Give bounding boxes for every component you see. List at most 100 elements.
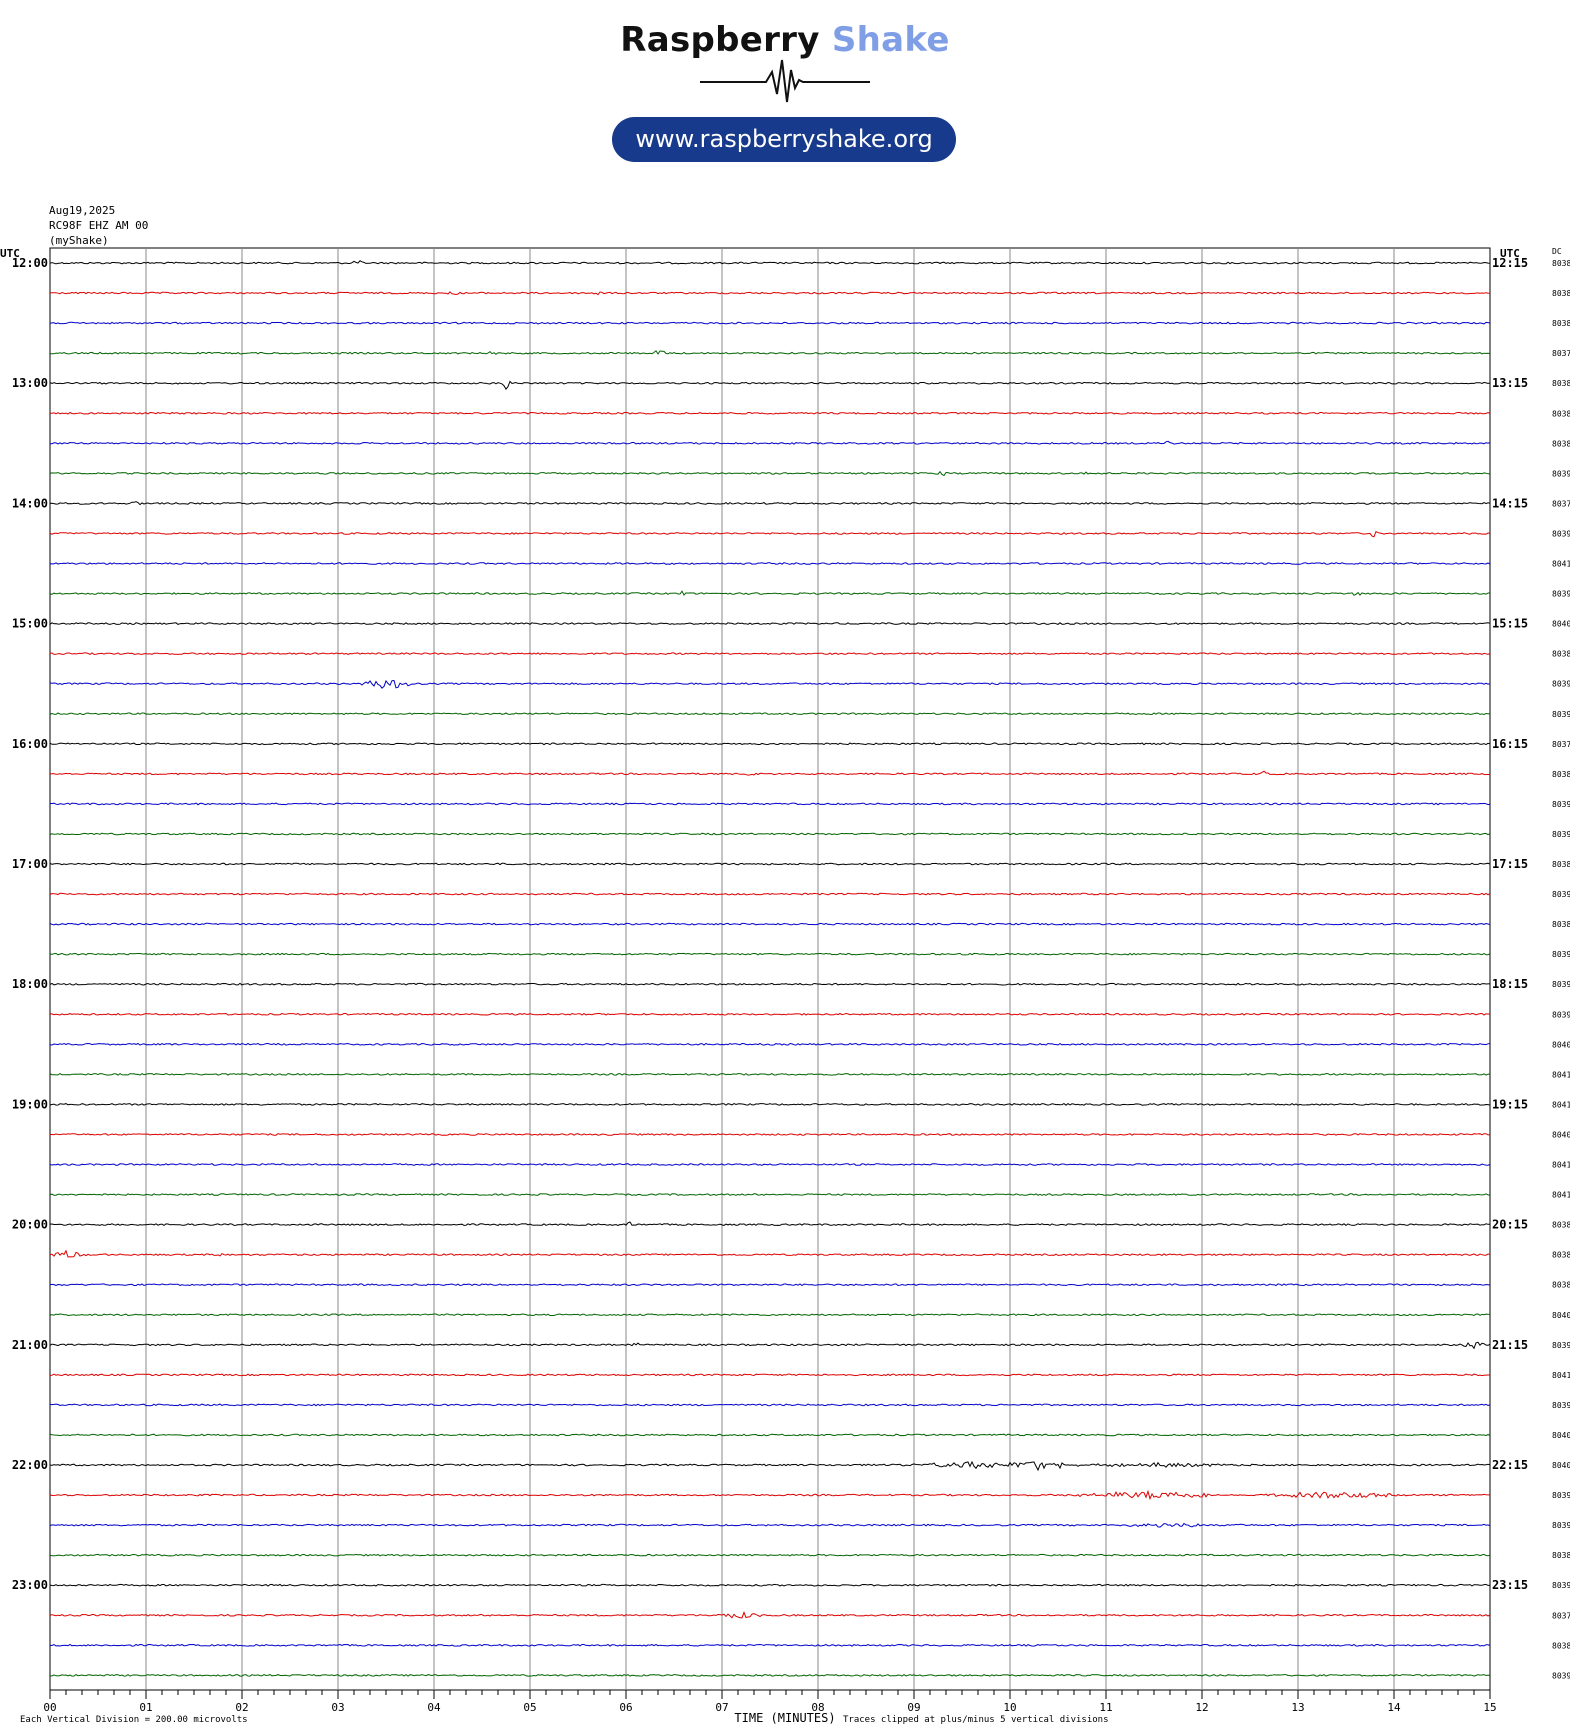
hour-label-right: 13:15 [1492,376,1528,390]
dc-value: 8038 [1552,409,1570,418]
dc-value: 8040 [1552,1040,1570,1049]
x-tick-label: 03 [331,1701,344,1714]
dc-value: 8039 [1552,710,1570,719]
seismic-trace [49,742,1491,746]
x-tick-label: 14 [1387,1701,1401,1714]
x-tick-label: 12 [1195,1701,1208,1714]
dc-value: 8037 [1552,740,1570,749]
dc-value: 8038 [1552,1221,1570,1230]
seismic-trace [49,770,1491,776]
hour-label-left: 22:00 [12,1458,48,1472]
hour-label-right: 21:15 [1492,1338,1528,1352]
seismic-trace [49,1249,1491,1258]
dc-value: 8037 [1552,499,1570,508]
footer-clip-note: Traces clipped at plus/minus 5 vertical … [843,1715,1109,1725]
dc-value: 8041 [1552,560,1570,569]
dc-value: 8040 [1552,1431,1570,1440]
dc-value: 8039 [1552,1491,1570,1500]
dc-value: 8041 [1552,1100,1570,1109]
dc-value: 8039 [1552,469,1570,478]
seismic-trace [49,530,1491,538]
date-label: Aug19,2025 [49,204,116,217]
label-layer: 00 01 02 03 04 05 06 07 08 09 10 11 12 13 14 15 8038 8038… [0,247,1570,1725]
dc-value: 8039 [1552,980,1570,989]
seismic-trace [49,1221,1491,1227]
dc-value: 8040 [1552,1311,1570,1320]
seismic-trace [49,380,1491,390]
dc-value: 8038 [1552,319,1570,328]
seismic-trace [49,1102,1491,1106]
dc-value: 8038 [1552,379,1570,388]
seismic-trace [49,1163,1491,1166]
hour-label-right: 22:15 [1492,1458,1528,1472]
dc-value: 8039 [1552,1521,1570,1530]
dc-value: 8039 [1552,830,1570,839]
utc-right-title: UTC [1500,247,1520,260]
x-tick-label: 13 [1291,1701,1304,1714]
dc-value: 8039 [1552,1671,1570,1680]
seismic-trace [49,1193,1491,1196]
hour-label-left: 23:00 [12,1578,48,1592]
seismic-trace [50,440,1491,445]
seismogram-logo-icon [700,59,870,103]
network-label: (myShake) [49,234,109,247]
hour-label-left: 21:00 [12,1338,48,1352]
seismic-trace [49,350,1491,355]
dc-value: 8040 [1552,1461,1570,1470]
dc-value: 8038 [1552,289,1570,298]
dc-value: 8038 [1552,1641,1570,1650]
seismic-trace [49,1522,1491,1528]
seismic-trace [49,291,1491,296]
seismic-trace [49,1553,1491,1557]
hour-label-right: 20:15 [1492,1218,1528,1232]
seismic-trace [49,1583,1490,1587]
seismic-trace [49,1373,1490,1377]
brand-word-shake: Shake [831,20,950,60]
dc-value: 8039 [1552,890,1570,899]
x-tick-label: 02 [235,1701,248,1714]
footer-scale-note: Each Vertical Division = 200.00 microvol… [20,1715,248,1725]
seismic-trace [50,802,1491,806]
x-tick-label: 06 [619,1701,632,1714]
seismic-trace [49,1433,1491,1437]
hour-label-right: 19:15 [1492,1097,1528,1111]
dc-value: 8041 [1552,1070,1570,1079]
seismic-trace [49,712,1491,716]
dc-value: 8039 [1552,1341,1570,1350]
seismic-trace [49,1072,1491,1076]
x-tick-label: 11 [1099,1701,1112,1714]
seismic-trace [49,982,1491,986]
seismic-trace [49,411,1491,415]
seismic-trace [49,1643,1491,1647]
hour-label-left: 20:00 [12,1218,48,1232]
dc-value: 8038 [1552,1551,1570,1560]
website-link[interactable]: www.raspberryshake.org [612,117,956,162]
dc-value: 8038 [1552,860,1570,869]
dc-value: 8037 [1552,349,1570,358]
hour-label-right: 23:15 [1492,1578,1528,1592]
dc-value: 8038 [1552,650,1570,659]
hour-label-right: 16:15 [1492,737,1528,751]
hour-label-right: 17:15 [1492,857,1528,871]
trace-layer [49,260,1491,1677]
seismic-trace [49,952,1491,956]
dc-value: 8038 [1552,439,1570,448]
seismic-trace [49,260,1491,265]
seismic-trace [49,832,1491,836]
seismic-trace [49,1313,1491,1317]
hour-label-left: 13:00 [12,376,48,390]
seismic-trace [49,1012,1491,1016]
x-tick-label: 05 [523,1701,536,1714]
seismic-trace [49,1133,1491,1136]
x-tick-label: 00 [43,1701,56,1714]
dc-value: 8039 [1552,1581,1570,1590]
seismic-trace [49,922,1491,926]
dc-value: 8039 [1552,950,1570,959]
hour-label-right: 15:15 [1492,617,1528,631]
hour-label-right: 14:15 [1492,496,1528,510]
seismic-trace [49,1341,1491,1350]
dc-value: 8041 [1552,1161,1570,1170]
seismic-trace [49,470,1491,477]
dc-value: 8039 [1552,680,1570,689]
